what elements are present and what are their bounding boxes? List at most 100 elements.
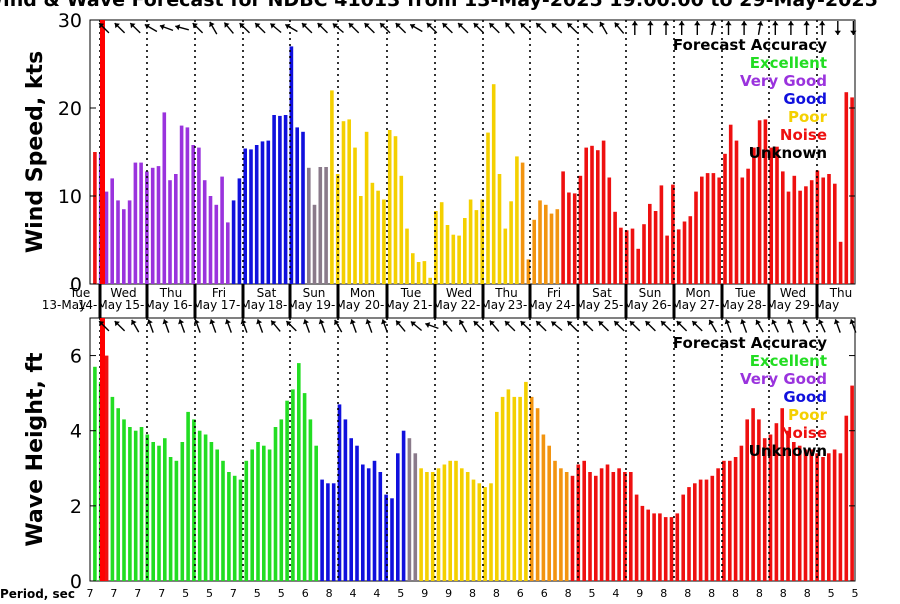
wave-y-tick-label: 2 xyxy=(70,496,82,518)
wind-bar xyxy=(769,147,773,284)
wind-direction-arrow xyxy=(98,22,110,34)
wind-bar xyxy=(191,145,195,284)
day-name-label: Tue xyxy=(734,286,756,300)
arrow-head xyxy=(489,23,495,29)
day-date-label: 18-May xyxy=(268,298,312,312)
wind-bar xyxy=(757,120,762,284)
wave-bar xyxy=(617,468,621,581)
arrow-head xyxy=(708,319,715,326)
wave-bar xyxy=(320,479,324,581)
wave-bar xyxy=(460,468,464,581)
arrow-head xyxy=(380,23,386,29)
wave-bar xyxy=(588,472,592,581)
arrow-head xyxy=(162,319,169,325)
wave-bar xyxy=(658,513,662,581)
wave-bar xyxy=(285,400,289,581)
wind-bar xyxy=(682,221,687,284)
arrow-head xyxy=(159,24,165,30)
wave-direction-arrow xyxy=(209,319,217,333)
wind-bar xyxy=(781,171,785,284)
wind-bar xyxy=(416,262,421,284)
wind-bar xyxy=(821,177,825,284)
wind-bar xyxy=(428,277,432,284)
wave-bar xyxy=(448,460,452,581)
period-value-label: 9 xyxy=(421,587,428,600)
arrow-head xyxy=(225,319,231,325)
wave-direction-arrow xyxy=(303,319,311,333)
wind-direction-arrow xyxy=(379,22,391,34)
wind-bar xyxy=(532,219,536,284)
period-value-label: 5 xyxy=(206,587,213,600)
wave-bar xyxy=(757,419,761,581)
period-value-label: 6 xyxy=(517,587,524,600)
day-name-label: Fri xyxy=(212,286,226,300)
wave-direction-arrow xyxy=(691,320,703,332)
arrow-head xyxy=(647,21,654,26)
wave-bar xyxy=(605,464,610,581)
wave-bar xyxy=(850,385,854,581)
wind-bar xyxy=(122,209,126,284)
wave-bar xyxy=(594,475,598,581)
wind-bar xyxy=(798,190,802,284)
arrow-head xyxy=(303,319,309,325)
wave-direction-arrow xyxy=(334,319,343,333)
wind-bar xyxy=(249,149,253,284)
wind-bar xyxy=(457,235,461,284)
arrow-head xyxy=(256,319,263,325)
wind-direction-arrow xyxy=(317,22,328,34)
wave-bar xyxy=(844,415,849,581)
wave-bar xyxy=(116,408,120,581)
arrow-head xyxy=(410,321,417,327)
day-name-label: Thu xyxy=(159,286,183,300)
wave-bar xyxy=(646,509,650,581)
arrow-head xyxy=(271,320,277,326)
wave-direction-arrow xyxy=(395,320,406,332)
wind-bar xyxy=(110,178,114,284)
wind-bar xyxy=(260,141,265,284)
wave-bar xyxy=(704,479,709,581)
wind-direction-arrow xyxy=(614,22,625,34)
period-value-label: 8 xyxy=(708,587,715,600)
period-value-label: 4 xyxy=(612,587,619,600)
wind-direction-arrow xyxy=(473,22,485,34)
wind-direction-arrow xyxy=(772,21,779,35)
arrow-head xyxy=(175,24,181,31)
arrow-head xyxy=(224,22,230,28)
wind-bar xyxy=(353,147,357,284)
wind-bar xyxy=(636,248,640,284)
arrow-head xyxy=(818,319,824,325)
arrow-head xyxy=(178,319,185,325)
period-row: Period, sec 7 7 7 7 5 5 7 5 5 6 8 4 4 5 9 9 8 8 6 6 8 5 4 9 8 8 8 8 8… xyxy=(0,587,859,601)
wave-bar xyxy=(104,355,109,581)
arrow-head xyxy=(193,319,200,325)
wind-bar xyxy=(278,115,282,285)
wind-bar xyxy=(665,235,669,284)
wave-direction-arrow xyxy=(520,320,531,332)
wave-bar xyxy=(262,445,266,581)
wave-bar xyxy=(384,494,388,581)
wind-bar xyxy=(318,167,323,284)
wind-bar xyxy=(515,156,519,284)
wind-bar xyxy=(578,175,583,284)
wave-bar xyxy=(390,498,394,581)
arrow-head xyxy=(459,319,465,326)
arrow-head xyxy=(270,23,276,29)
wave-bar xyxy=(634,494,639,581)
wave-bar xyxy=(407,438,412,581)
wave-direction-arrow xyxy=(802,319,811,333)
wave-bar xyxy=(465,472,470,581)
wind-bar xyxy=(220,176,224,284)
arrow-head xyxy=(240,319,247,325)
wind-bar xyxy=(786,191,791,284)
wind-bar xyxy=(179,125,184,284)
day-name-label: Thu xyxy=(494,286,518,300)
arrow-head xyxy=(395,23,401,29)
wave-bar xyxy=(163,438,167,581)
arrow-head xyxy=(755,319,761,326)
wave-bar xyxy=(273,427,278,581)
wind-y-axis-label: Wind Speed, kts xyxy=(23,51,48,253)
wave-bar xyxy=(197,430,202,581)
arrow-head xyxy=(410,23,416,30)
wave-bar xyxy=(506,389,511,581)
wave-bar xyxy=(500,396,505,581)
